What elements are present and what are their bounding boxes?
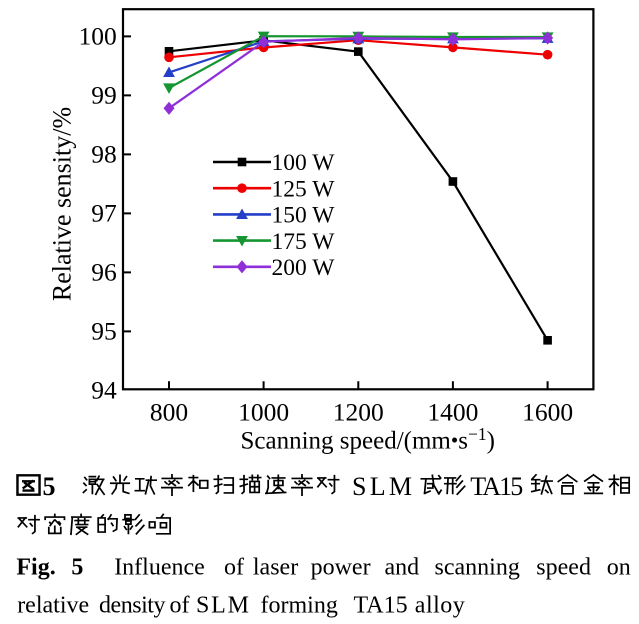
svg-text:density: density: [99, 593, 166, 619]
svg-text:forming: forming: [261, 593, 338, 619]
svg-text:95: 95: [91, 317, 117, 346]
svg-text:125 W: 125 W: [272, 176, 336, 202]
svg-text:100 W: 100 W: [272, 150, 336, 176]
svg-text:TA15: TA15: [470, 472, 523, 501]
svg-text:alloy: alloy: [415, 593, 465, 619]
svg-text:97: 97: [91, 199, 117, 228]
svg-text:SLM: SLM: [196, 593, 249, 619]
svg-text:Fig.: Fig.: [16, 555, 55, 581]
svg-text:of: of: [224, 555, 244, 581]
svg-text:98: 98: [91, 140, 117, 169]
svg-text:SLM: SLM: [352, 472, 412, 501]
svg-text:Relative sensity/%: Relative sensity/%: [48, 107, 77, 301]
svg-text:of: of: [170, 593, 190, 619]
svg-text:5: 5: [71, 555, 83, 581]
svg-text:relative: relative: [17, 593, 89, 619]
svg-text:200 W: 200 W: [272, 255, 336, 281]
svg-text:94: 94: [91, 376, 117, 405]
svg-text:Influence: Influence: [114, 555, 205, 581]
svg-text:power: power: [311, 555, 371, 581]
svg-text:150 W: 150 W: [272, 203, 336, 229]
svg-text:175 W: 175 W: [272, 229, 336, 255]
svg-text:96: 96: [91, 258, 117, 287]
svg-text:speed: speed: [536, 555, 591, 581]
svg-text:on: on: [607, 555, 631, 581]
svg-text:Scanning speed/(mm•s−1): Scanning speed/(mm•s−1): [241, 424, 495, 455]
svg-text:1200: 1200: [333, 398, 384, 427]
svg-text:100: 100: [79, 22, 117, 51]
svg-text:and: and: [385, 555, 420, 581]
svg-text:1600: 1600: [522, 398, 573, 427]
svg-text:99: 99: [91, 81, 117, 110]
svg-text:800: 800: [150, 398, 188, 427]
svg-text:5: 5: [43, 472, 56, 501]
svg-text:laser: laser: [253, 555, 298, 581]
svg-text:scanning: scanning: [435, 555, 520, 581]
svg-text:TA15: TA15: [354, 593, 408, 619]
svg-text:1400: 1400: [427, 398, 478, 427]
svg-text:1000: 1000: [238, 398, 289, 427]
